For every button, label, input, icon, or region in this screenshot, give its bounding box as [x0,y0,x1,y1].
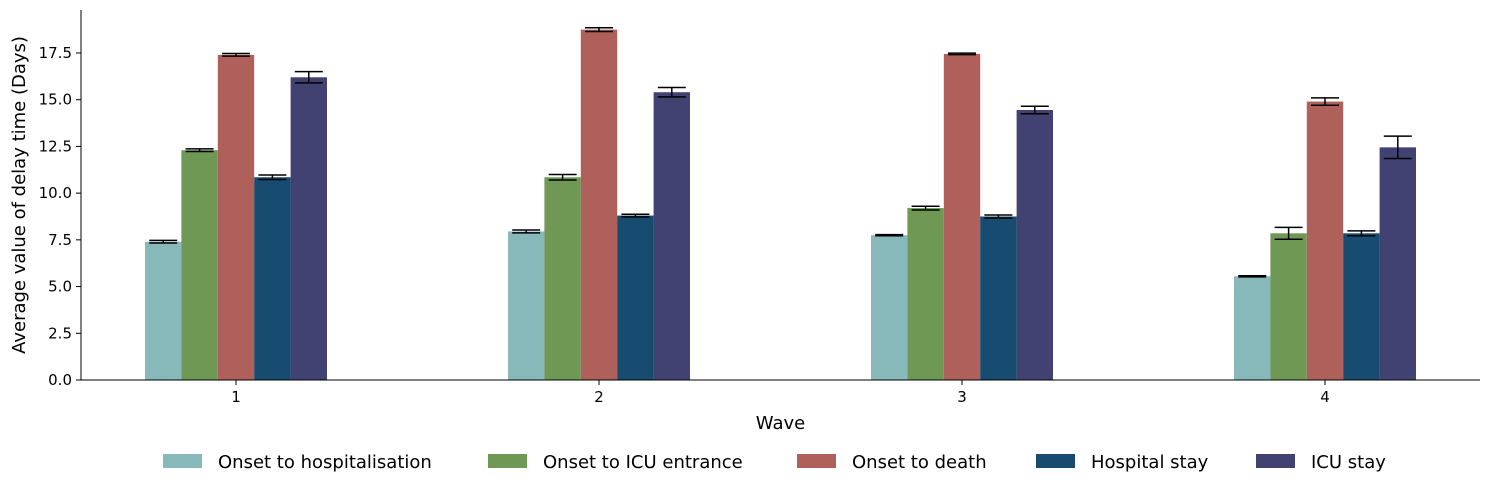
bar [181,150,218,380]
bar [1016,109,1053,381]
legend-swatch [1036,454,1075,468]
x-ticks-group: 1 2 3 4 [231,380,1330,406]
y-tick-label: 10.0 [39,184,72,202]
bar [580,29,618,380]
bar [145,241,182,380]
legend-swatch [163,454,202,468]
error-bar [984,214,1013,219]
error-bar [512,229,541,234]
bar [508,231,545,380]
error-bar [1238,274,1267,278]
error-bar [149,239,178,244]
y-tick-label: 0.0 [48,371,72,389]
bar [290,77,327,380]
x-axis-label: Wave [756,413,805,434]
error-bar [548,173,577,181]
bar [653,92,690,380]
bar [871,235,908,380]
legend-swatch [1256,454,1295,468]
legend-swatch [488,454,527,468]
legend-label: Onset to hospitalisation [218,452,432,473]
x-tick-label: 4 [1320,388,1330,406]
bar [943,53,981,380]
bar [1379,147,1416,380]
legend-label: ICU stay [1311,452,1386,473]
x-tick-label: 2 [594,388,604,406]
legend-item: Onset to hospitalisation [163,452,432,473]
error-bar [1311,97,1339,107]
legend-item: ICU stay [1256,452,1386,473]
legend: Onset to hospitalisation Onset to ICU ent… [163,452,1386,473]
error-bar [1020,105,1049,115]
error-bar [911,205,940,211]
legend-item: Onset to death [797,452,987,473]
x-tick-label: 3 [957,388,967,406]
error-bar [585,27,613,33]
bar [980,216,1017,380]
legend-label: Hospital stay [1091,452,1209,473]
error-bar [294,70,323,84]
y-tick-label: 12.5 [39,137,72,155]
bar [617,215,654,380]
error-bar [258,174,287,181]
y-tick-label: 5.0 [48,278,72,296]
y-tick-label: 7.5 [48,231,72,249]
bar [217,54,255,381]
y-ticks-group: 0.0 2.5 5.0 7.5 10.0 12.5 15.0 17.5 [39,44,81,389]
y-tick-label: 17.5 [39,44,72,62]
error-bar [222,52,250,57]
error-bar [1274,226,1303,241]
bars-group [145,29,1416,381]
error-bar [948,52,976,56]
bar [254,177,291,380]
legend-label: Onset to death [852,452,987,473]
bar [1343,233,1380,380]
y-tick-label: 2.5 [48,324,72,342]
y-axis-label: Average value of delay time (Days) [9,36,30,354]
x-tick-label: 1 [231,388,241,406]
legend-item: Onset to ICU entrance [488,452,743,473]
y-tick-label: 15.0 [39,91,72,109]
bar [1234,276,1271,380]
error-bar [185,148,214,153]
bar [907,208,944,380]
legend-item: Hospital stay [1036,452,1209,473]
error-bar [875,233,904,237]
error-bar [657,86,686,98]
error-bar [1347,230,1376,237]
error-bar [1383,135,1412,160]
legend-label: Onset to ICU entrance [543,452,743,473]
error-bar [621,213,650,218]
bar [1270,233,1307,380]
bar [544,177,581,380]
error-bars-group [149,27,1412,278]
legend-swatch [797,454,836,468]
bar [1306,101,1344,380]
